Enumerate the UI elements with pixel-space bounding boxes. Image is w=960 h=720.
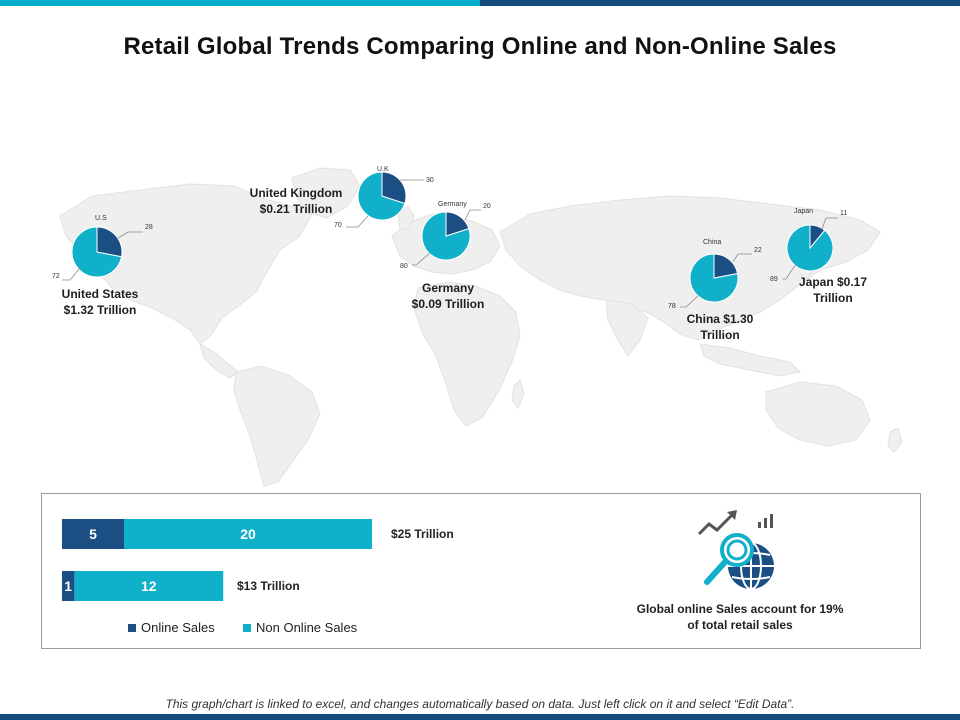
global-online-share-text: Global online Sales account for 19% of t…	[600, 601, 880, 633]
pie-slice-online-japan	[809, 224, 826, 250]
footnote: This graph/chart is linked to excel, and…	[165, 697, 795, 711]
madagascar-shape	[511, 379, 525, 409]
region-name-us: United States	[61, 287, 139, 301]
pie-slice-non-online-germany	[421, 211, 471, 261]
top-accent-bar-cyan	[0, 0, 480, 6]
pie-slice-online-china	[713, 253, 739, 279]
stat-line-1: Global online Sales account for 19%	[636, 602, 844, 616]
pie-data-label-online-uk: 30	[426, 177, 434, 184]
leader-line-non-online-us	[62, 267, 81, 281]
africa-shape	[413, 281, 521, 427]
bottom-accent-bar	[0, 714, 960, 720]
leader-line-online-china	[732, 253, 752, 263]
uk-shape	[397, 205, 415, 231]
pie-data-label-non-online-us: 72	[52, 273, 60, 280]
pie-data-label-online-us: 28	[145, 224, 153, 231]
region-value-china: Trillion	[700, 328, 740, 342]
pie-slice-non-online-japan	[786, 224, 834, 272]
pie-data-label-non-online-japan: 89	[770, 276, 778, 283]
pie-china: China 22 78	[668, 239, 762, 310]
greenland-shape	[291, 167, 361, 219]
pie-slice-non-online-uk	[357, 171, 406, 221]
region-name-china: China $1.30	[686, 312, 754, 326]
region-name-japan: Japan $0.17	[798, 275, 868, 289]
bar-data-label-non-online-1: 20	[240, 526, 256, 542]
pie-title-uk: U.K	[377, 166, 389, 173]
legend-label-non-online: Non Online Sales	[256, 620, 358, 635]
slide-title: Retail Global Trends Comparing Online an…	[123, 33, 837, 60]
bar-segment-online-2	[62, 571, 75, 601]
new-zealand-shape	[887, 427, 903, 453]
leader-line-non-online-germany	[412, 252, 431, 266]
region-name-germany: Germany	[421, 281, 475, 295]
region-value-uk: $0.21 Trillion	[259, 202, 333, 216]
legend-online: Online Sales	[128, 620, 215, 635]
bar-segment-online-1	[62, 519, 124, 549]
region-label-china: China $1.30 Trillion	[672, 311, 768, 343]
leader-line-non-online-uk	[346, 215, 369, 228]
pie-title-us: U.S	[95, 215, 107, 222]
pie-us: U.S 28 72	[52, 215, 153, 281]
pie-uk: U.K 30 70	[334, 166, 434, 229]
globe-search-growth-icon	[697, 510, 774, 590]
leader-line-online-germany	[464, 209, 481, 221]
se-asia-shape	[699, 343, 802, 377]
pie-data-label-online-japan: 11	[840, 210, 847, 217]
region-value-japan: Trillion	[813, 291, 853, 305]
pie-layer: U.S 28 72 U.K 30 70 Germany 20 80 China 22 78 Japan 1…	[52, 166, 847, 310]
legend-swatch-online	[128, 623, 136, 632]
bar-data-label-non-online-2: 12	[141, 578, 157, 594]
bar-data-label-online-1: 5	[89, 526, 97, 542]
region-label-germany: Germany $0.09 Trillion	[396, 280, 500, 312]
leader-line-online-us	[117, 231, 143, 239]
pie-slice-online-uk	[381, 171, 407, 205]
india-shape	[605, 299, 649, 357]
pie-title-china: China	[703, 239, 721, 246]
pie-title-japan: Japan	[794, 208, 813, 215]
pie-slice-non-online-china	[689, 253, 739, 303]
australia-shape	[765, 381, 871, 447]
pie-data-label-non-online-china: 78	[668, 303, 676, 310]
bar-total-label-2: $13 Trillion	[237, 579, 300, 593]
legend-label-online: Online Sales	[141, 620, 215, 635]
legend-non-online: Non Online Sales	[243, 620, 357, 635]
pie-data-label-online-china: 22	[754, 247, 762, 254]
bar-segment-non-online-2	[74, 571, 224, 601]
bar-segment-non-online-1	[124, 519, 372, 549]
pie-data-label-online-germany: 20	[483, 203, 491, 210]
leader-line-non-online-china	[680, 295, 699, 308]
top-accent-bar-navy	[480, 0, 960, 6]
asia-shape	[499, 195, 881, 341]
region-label-uk: United Kingdom $0.21 Trillion	[240, 185, 352, 217]
pie-japan: Japan 11 89	[770, 208, 847, 283]
leader-line-online-japan	[821, 217, 838, 230]
region-value-us: $1.32 Trillion	[63, 303, 137, 317]
region-label-us: United States $1.32 Trillion	[50, 286, 150, 318]
pie-data-label-non-online-uk: 70	[334, 222, 342, 229]
pie-germany: Germany 20 80	[400, 201, 491, 270]
south-america-shape	[233, 365, 321, 487]
pie-title-germany: Germany	[438, 201, 467, 208]
bar-data-label-online-2: 1	[64, 578, 72, 594]
pie-slice-online-germany	[445, 211, 470, 237]
region-name-uk: United Kingdom	[249, 186, 343, 200]
north-america-shape	[59, 183, 313, 345]
region-value-germany: $0.09 Trillion	[411, 297, 485, 311]
legend-swatch-non-online	[243, 623, 251, 632]
central-america-shape	[199, 342, 239, 379]
region-label-japan: Japan $0.17 Trillion	[784, 274, 882, 306]
pie-slice-online-us	[96, 226, 123, 258]
pie-data-label-non-online-germany: 80	[400, 263, 408, 270]
stat-line-2: of total retail sales	[687, 618, 793, 632]
bar-total-label-1: $25 Trillion	[391, 527, 454, 541]
leader-line-non-online-japan	[782, 263, 797, 280]
